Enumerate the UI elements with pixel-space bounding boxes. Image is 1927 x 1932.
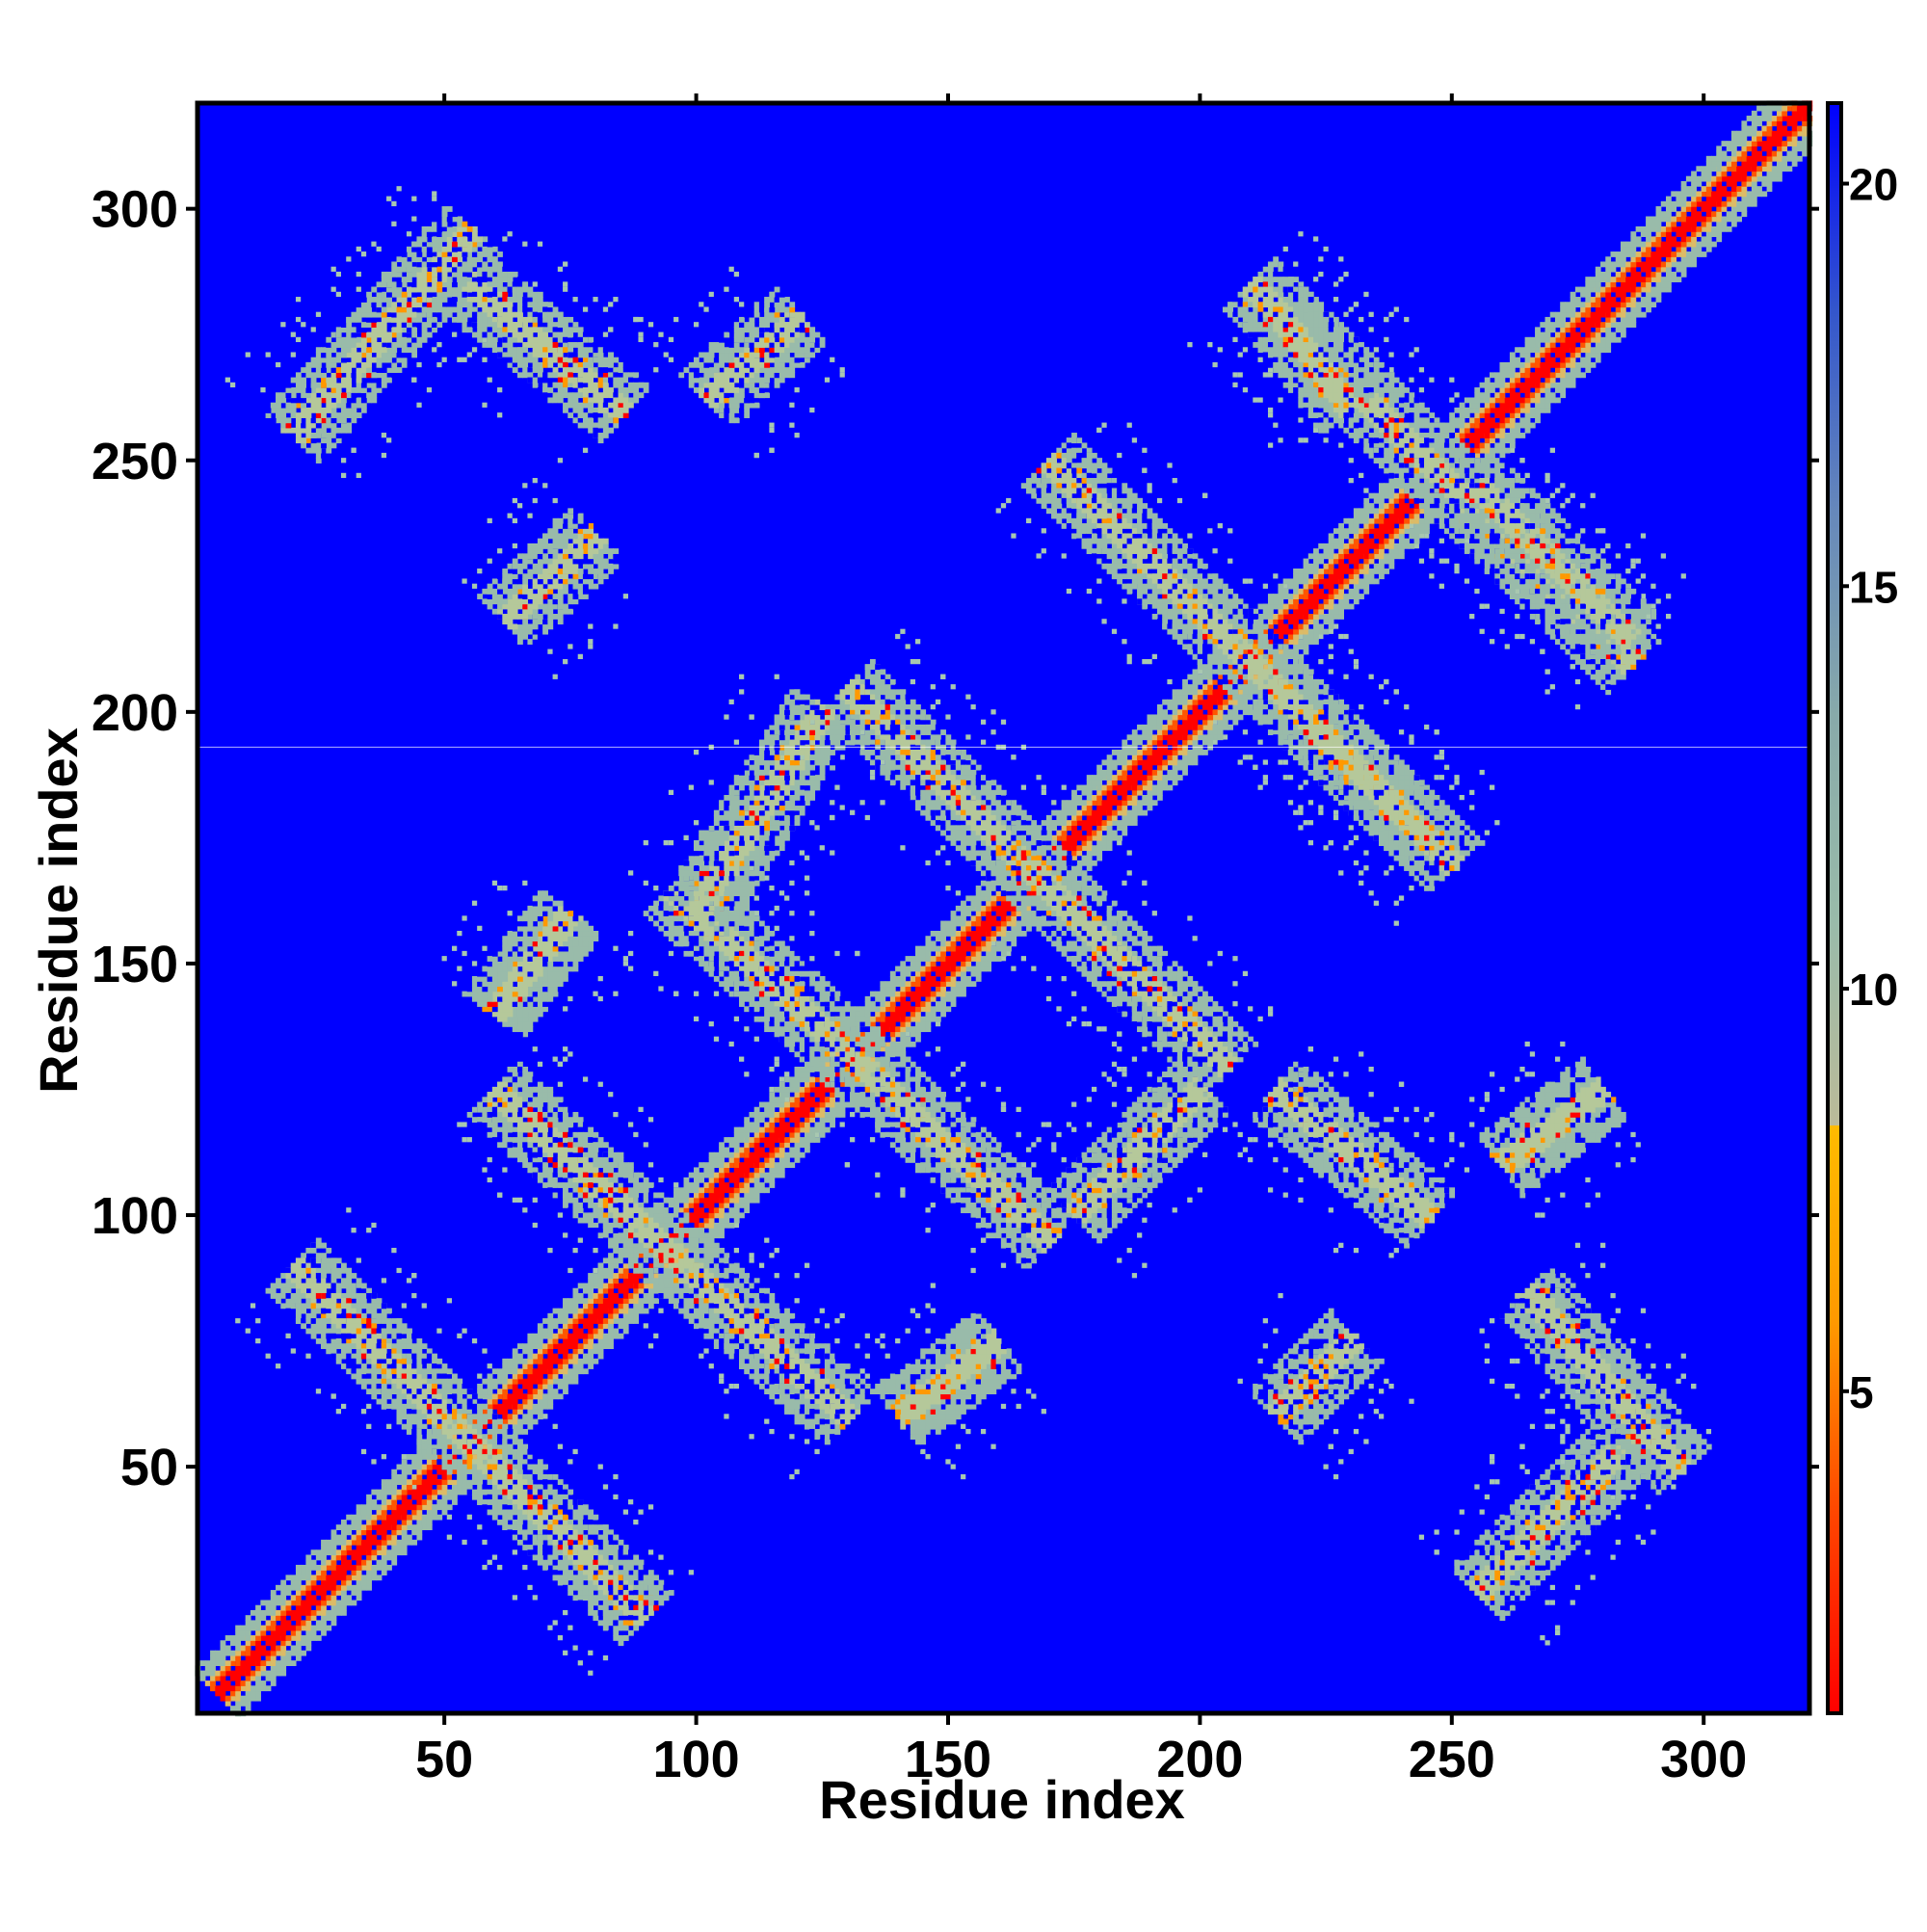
x-axis-label: Residue index [819, 1769, 1185, 1830]
colorbar-tick-label: 10 [1849, 965, 1898, 1015]
y-tick-label: 200 [92, 684, 178, 742]
y-tick-label: 100 [92, 1187, 178, 1245]
y-tick-label: 250 [92, 433, 178, 490]
y-tick-label: 150 [92, 936, 178, 993]
y-tick-label: 50 [120, 1439, 178, 1496]
y-axis-label: Residue index [28, 728, 89, 1094]
x-tick-label: 250 [1409, 1731, 1495, 1788]
colorbar: 5 10 15 20 [1828, 103, 1898, 1713]
x-tick-label: 300 [1660, 1731, 1747, 1788]
colorbar-tick-label: 15 [1849, 562, 1898, 612]
colorbar-tick-label: 5 [1849, 1367, 1874, 1417]
x-tick-label: 50 [415, 1731, 473, 1788]
colorbar-tick-label: 20 [1849, 160, 1898, 210]
heatmap-area [195, 100, 1812, 1716]
colorbar-gradient [1828, 103, 1841, 1713]
x-tick-label: 100 [653, 1731, 740, 1788]
y-tick-label: 300 [92, 181, 178, 239]
